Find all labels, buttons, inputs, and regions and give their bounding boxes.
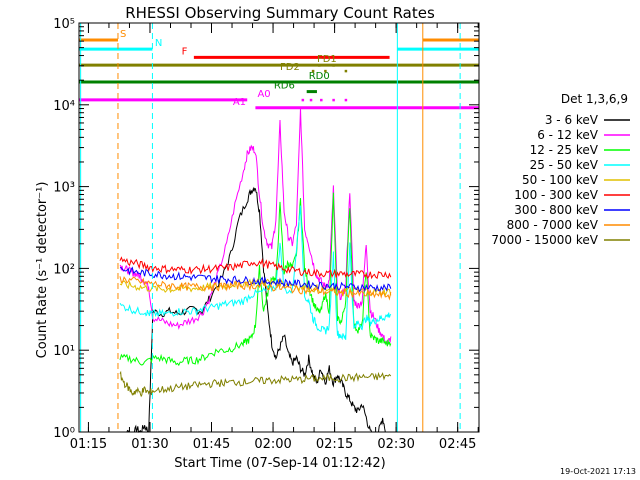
flag-bars-layer: S N F FD1 FD2 RD0 RD6 A0 A1 bbox=[79, 29, 479, 110]
series-line-800-7000-kev bbox=[119, 276, 392, 301]
series-line-7000-15000-kev bbox=[119, 370, 392, 398]
y-tick-label: 10⁵ bbox=[53, 17, 75, 32]
series-line-6-12-kev bbox=[119, 107, 392, 345]
flag-label-a1: A1 bbox=[233, 97, 246, 108]
vertical-markers-layer bbox=[80, 23, 461, 432]
y-tick-label: 10⁴ bbox=[53, 99, 75, 114]
flag-label-fd2: FD2 bbox=[280, 62, 300, 73]
axes-layer: 01:15 01:30 01:45 02:00 02:15 02:30 02:45 10⁰ 10… bbox=[53, 17, 480, 452]
flag-label-rd0: RD0 bbox=[309, 71, 330, 82]
flag-dot-2-2 bbox=[320, 98, 323, 102]
legend-label-25-50-kev: 25 - 50 keV bbox=[530, 158, 599, 172]
legend-label-50-100-kev: 50 - 100 keV bbox=[522, 173, 599, 187]
series-layer bbox=[119, 107, 392, 433]
legend-title: Det 1,3,6,9 bbox=[561, 92, 628, 106]
flag-label-f: F bbox=[182, 46, 188, 57]
flag-dot-0-2 bbox=[344, 69, 348, 73]
flag-dot-1-0 bbox=[318, 64, 321, 67]
legend-label-12-25-kev: 12 - 25 keV bbox=[530, 143, 599, 157]
flag-label-n: N bbox=[155, 38, 162, 49]
series-line-100-300-kev bbox=[119, 256, 392, 280]
flag-label-fd1: FD1 bbox=[317, 54, 337, 65]
series-line-50-100-kev bbox=[119, 277, 392, 298]
y-tick-label: 10⁰ bbox=[53, 426, 75, 441]
flag-dot-1-1 bbox=[332, 64, 335, 67]
plot-border bbox=[78, 22, 480, 433]
legend-label-3-6-kev: 3 - 6 keV bbox=[545, 113, 599, 127]
legend-label-6-12-kev: 6 - 12 keV bbox=[537, 128, 599, 142]
footer-date: 19-Oct-2021 17:13 bbox=[560, 467, 636, 476]
y-tick-label: 10³ bbox=[53, 181, 75, 196]
legend-label-100-300-kev: 100 - 300 keV bbox=[514, 188, 598, 202]
flag-label-a0: A0 bbox=[257, 89, 270, 100]
x-tick-label-01-15: 01:15 bbox=[70, 437, 107, 452]
x-axis-label: Start Time (07-Sep-14 01:12:42) bbox=[174, 456, 385, 471]
y-tick-label: 10² bbox=[53, 262, 75, 277]
legend-label-7000-15000-kev: 7000 - 15000 keV bbox=[491, 233, 598, 247]
flag-label-rd6: RD6 bbox=[274, 81, 295, 92]
series-line-300-800-kev bbox=[119, 266, 392, 293]
x-tick-label-01-30: 01:30 bbox=[131, 437, 168, 452]
x-tick-label-02-45: 02:45 bbox=[439, 437, 476, 452]
flag-dot-2-4 bbox=[344, 98, 348, 102]
y-axis-label: Count Rate (s⁻¹ detector⁻¹) bbox=[35, 182, 50, 359]
legend-label-800-7000-kev: 800 - 7000 keV bbox=[507, 218, 599, 232]
flag-dot-2-3 bbox=[332, 98, 335, 102]
y-tick-label: 10¹ bbox=[53, 344, 75, 359]
flag-dot-2-1 bbox=[309, 98, 313, 102]
flag-dot-0-0 bbox=[311, 69, 315, 73]
series-line-12-25-kev bbox=[119, 192, 392, 367]
flag-dot-2-0 bbox=[301, 98, 305, 102]
flag-dot-0-1 bbox=[324, 69, 327, 73]
x-tick-label-01-45: 01:45 bbox=[193, 437, 230, 452]
series-line-25-50-kev bbox=[119, 205, 392, 341]
x-tick-label-02-30: 02:30 bbox=[377, 437, 414, 452]
chart-title: RHESSI Observing Summary Count Rates bbox=[125, 4, 435, 22]
x-tick-label-02-15: 02:15 bbox=[316, 437, 353, 452]
x-tick-label-02-00: 02:00 bbox=[254, 437, 291, 452]
flag-label-s: S bbox=[120, 29, 126, 40]
legend-label-300-800-kev: 300 - 800 keV bbox=[514, 203, 598, 217]
